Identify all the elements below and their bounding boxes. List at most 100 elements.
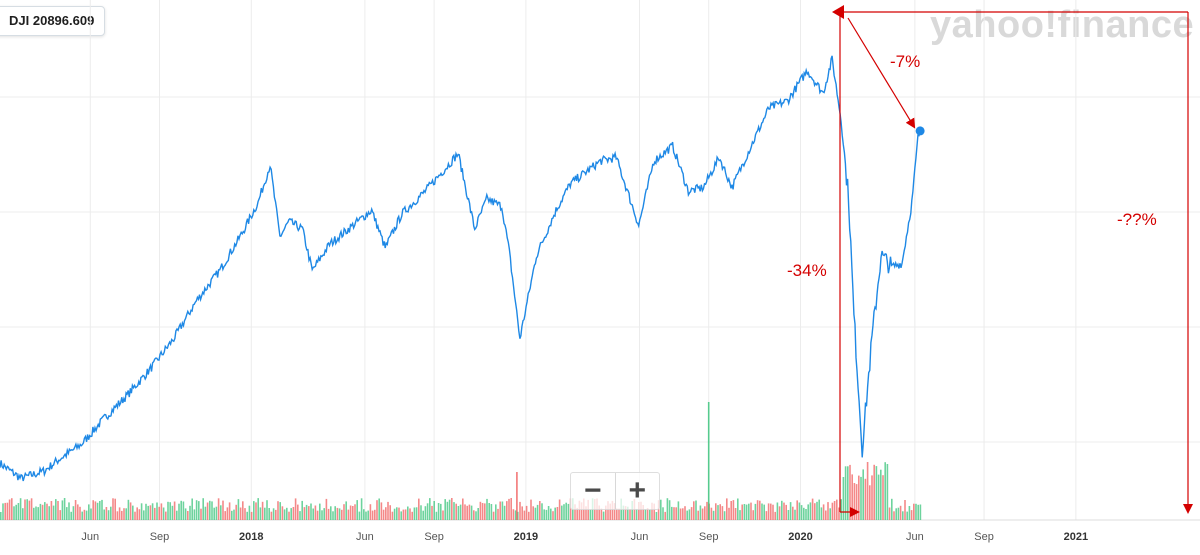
volume-bar — [222, 500, 224, 520]
volume-bar — [237, 499, 240, 520]
volume-bar — [138, 509, 141, 520]
volume-bar — [118, 507, 121, 520]
volume-bar — [770, 503, 772, 520]
volume-bar — [107, 510, 110, 520]
volume-bar — [897, 507, 900, 520]
volume-bar — [220, 505, 222, 520]
volume-bar — [688, 509, 691, 520]
volume-bar — [545, 509, 548, 520]
volume-bar — [734, 508, 737, 520]
volume-bar — [242, 501, 244, 520]
volume-bar — [266, 500, 268, 520]
volume-bar — [154, 507, 156, 520]
volume-bar — [167, 501, 169, 520]
volume-bar — [15, 504, 17, 520]
volume-bar — [171, 505, 174, 520]
volume-bar — [750, 502, 752, 520]
volume-bar — [752, 510, 754, 520]
volume-bar — [363, 509, 365, 520]
volume-bar — [121, 510, 123, 520]
volume-bar — [206, 502, 209, 520]
volume-bar — [215, 506, 218, 520]
volume-bar — [684, 506, 686, 520]
volume-bar — [312, 508, 314, 520]
volume-bar — [165, 511, 167, 520]
volume-bar — [805, 509, 807, 520]
volume-bar — [246, 511, 248, 520]
volume-bar — [730, 501, 732, 520]
volume-bar — [336, 507, 339, 520]
volume-bar — [508, 498, 510, 520]
volume-bar — [211, 501, 213, 520]
volume-bar — [59, 510, 61, 520]
volume-bar — [699, 505, 702, 520]
volume-bar — [506, 501, 508, 520]
volume-bar — [37, 507, 39, 520]
volume-bar — [707, 402, 710, 520]
volume-bar — [393, 508, 396, 520]
volume-bar — [213, 507, 215, 520]
volume-bar — [79, 506, 81, 520]
volume-bar — [96, 502, 99, 520]
volume-bar — [358, 511, 361, 520]
volume-bar — [134, 511, 136, 520]
zoom-out-button[interactable]: − — [571, 473, 616, 509]
volume-bar — [204, 506, 207, 520]
volume-bar — [160, 503, 163, 520]
volume-bar — [748, 503, 750, 520]
volume-bar — [231, 510, 233, 520]
volume-bar — [184, 508, 187, 520]
annotation-arrow-head — [832, 5, 844, 19]
volume-bar — [864, 478, 867, 520]
volume-bar — [453, 502, 455, 520]
volume-bar — [22, 508, 24, 520]
volume-bar — [517, 511, 519, 520]
volume-bar — [389, 505, 391, 520]
volume-bar — [653, 503, 655, 520]
volume-bar — [475, 511, 477, 520]
volume-bar — [631, 501, 633, 520]
volume-bar — [396, 507, 398, 520]
volume-bar — [910, 510, 913, 520]
volume-bar — [151, 503, 154, 520]
volume-bar — [279, 502, 281, 520]
volume-bar — [250, 511, 253, 520]
volume-bar — [690, 507, 693, 520]
volume-bar — [902, 511, 904, 520]
volume-bar — [255, 502, 257, 520]
volume-bar — [778, 506, 781, 520]
volume-bar — [382, 509, 385, 520]
annotation-drop-7: -7% — [890, 52, 920, 71]
volume-bar — [413, 507, 416, 520]
volume-bar — [534, 507, 537, 520]
volume-bar — [501, 501, 504, 520]
volume-bar — [710, 507, 713, 520]
volume-bar — [26, 499, 28, 520]
zoom-in-button[interactable]: + — [628, 474, 647, 507]
volume-bar — [576, 507, 578, 520]
volume-bar — [253, 501, 255, 520]
volume-bar — [28, 500, 31, 520]
volume-bar — [99, 501, 101, 520]
volume-bar — [6, 502, 9, 520]
volume-bar — [675, 507, 677, 520]
volume-bar — [169, 502, 171, 520]
volume-bar — [114, 498, 116, 520]
volume-bar — [644, 509, 647, 520]
volume-bar — [202, 498, 204, 520]
volume-bar — [286, 507, 288, 520]
volume-bar — [818, 499, 820, 520]
volume-bar — [809, 502, 812, 520]
volume-bar — [442, 510, 444, 520]
volume-bar — [807, 504, 809, 520]
volume-bar — [554, 507, 556, 520]
volume-bar — [8, 499, 11, 520]
volume-bar — [261, 501, 264, 520]
volume-bar — [257, 498, 259, 520]
annotation-arrow — [847, 17, 916, 129]
volume-bar — [46, 503, 48, 520]
volume-bar — [486, 498, 488, 520]
volume-bar — [189, 505, 191, 520]
volume-bar — [715, 503, 717, 520]
volume-bar — [70, 511, 72, 520]
